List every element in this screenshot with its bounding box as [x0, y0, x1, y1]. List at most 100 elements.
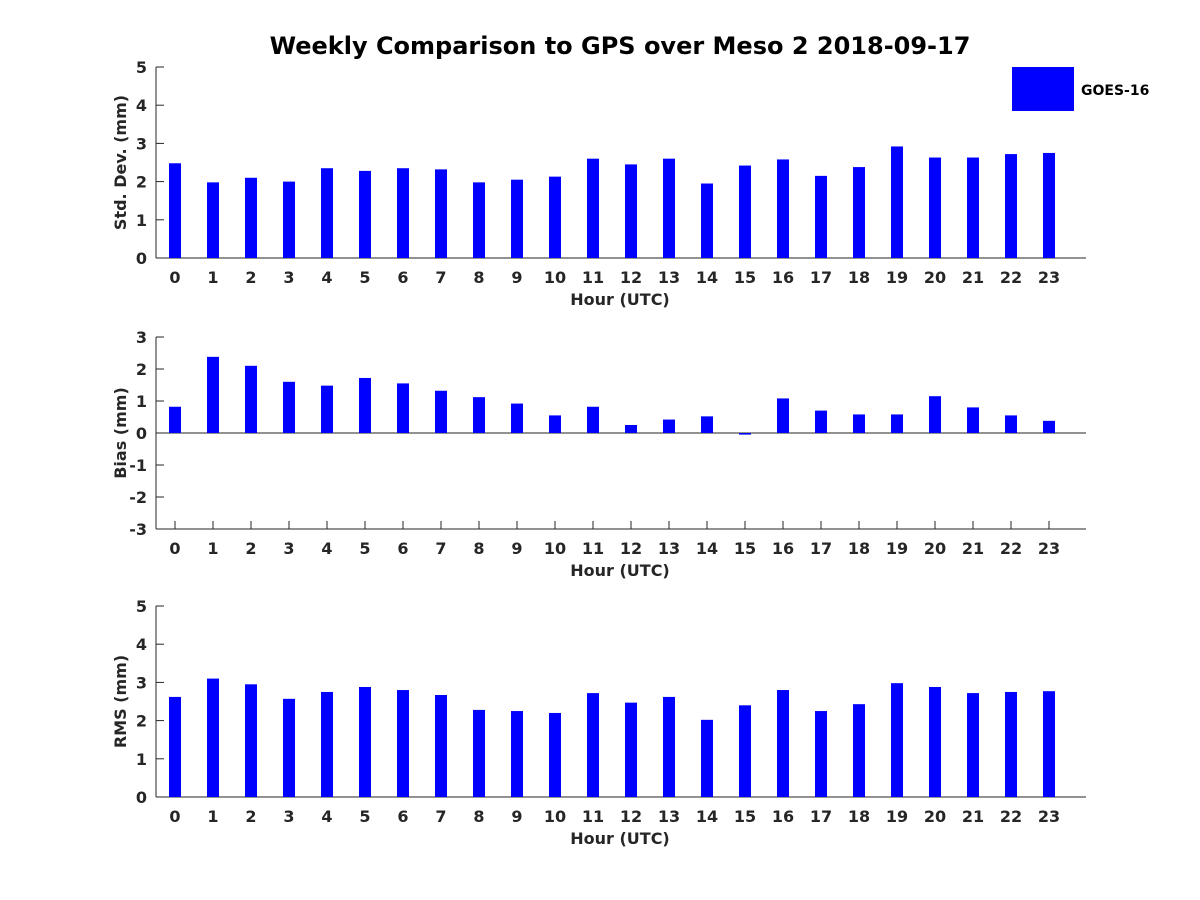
- bias-bar-17: [815, 410, 827, 433]
- std-dev-x-tick-label: 3: [283, 268, 294, 287]
- std-dev-y-tick-label: 2: [136, 173, 147, 192]
- legend-label: GOES-16: [1081, 83, 1149, 99]
- bias-x-tick-label: 21: [962, 539, 984, 558]
- std-dev-bar-19: [891, 146, 903, 258]
- bias-bar-22: [1005, 415, 1017, 433]
- rms-x-axis-label: Hour (UTC): [570, 829, 670, 848]
- bias-y-tick-label: -2: [129, 488, 147, 507]
- rms-y-tick-label: 3: [136, 673, 147, 692]
- bias-x-tick-label: 10: [544, 539, 566, 558]
- rms-bar-21: [967, 693, 979, 797]
- rms-bar-10: [549, 712, 561, 797]
- bias-x-tick-label: 7: [435, 539, 446, 558]
- std-dev-bar-22: [1005, 154, 1017, 258]
- std-dev-bar-12: [625, 164, 637, 258]
- bias-x-tick-label: 0: [169, 539, 180, 558]
- bias-x-tick-label: 22: [1000, 539, 1022, 558]
- std-dev-x-tick-label: 12: [620, 268, 642, 287]
- bias-x-tick-label: 15: [734, 539, 756, 558]
- std-dev-x-tick-label: 22: [1000, 268, 1022, 287]
- std-dev-x-tick-label: 6: [397, 268, 408, 287]
- rms-bar-17: [815, 711, 827, 797]
- std-dev-x-tick-label: 16: [772, 268, 794, 287]
- std-dev-x-tick-label: 14: [696, 268, 718, 287]
- bias-bar-5: [359, 377, 371, 433]
- rms-bar-0: [169, 696, 181, 797]
- rms-bar-8: [473, 709, 485, 797]
- std-dev-x-tick-label: 20: [924, 268, 946, 287]
- rms-x-tick-label: 18: [848, 807, 870, 826]
- bias-x-tick-label: 12: [620, 539, 642, 558]
- bias-bar-2: [245, 365, 257, 433]
- rms-bar-4: [321, 691, 333, 797]
- rms-x-tick-label: 15: [734, 807, 756, 826]
- rms-x-tick-label: 8: [473, 807, 484, 826]
- bias-x-tick-label: 23: [1038, 539, 1060, 558]
- std-dev-x-axis-label: Hour (UTC): [570, 290, 670, 309]
- std-dev-x-tick-label: 10: [544, 268, 566, 287]
- rms-bar-3: [283, 698, 295, 797]
- rms-bar-15: [739, 705, 751, 797]
- std-dev-bar-20: [929, 157, 941, 258]
- rms-x-tick-label: 11: [582, 807, 604, 826]
- rms-x-tick-label: 1: [207, 807, 218, 826]
- std-dev-bar-7: [435, 169, 447, 258]
- rms-y-tick-label: 1: [136, 750, 147, 769]
- rms-x-tick-label: 0: [169, 807, 180, 826]
- std-dev-bar-15: [739, 165, 751, 258]
- rms-bar-7: [435, 695, 447, 797]
- rms-y-tick-label: 4: [136, 635, 147, 654]
- std-dev-bar-18: [853, 167, 865, 258]
- rms-x-tick-label: 7: [435, 807, 446, 826]
- bias-y-tick-label: 0: [136, 424, 147, 443]
- bias-x-tick-label: 20: [924, 539, 946, 558]
- bias-bar-14: [701, 416, 713, 433]
- bias-x-tick-label: 8: [473, 539, 484, 558]
- rms-x-tick-label: 21: [962, 807, 984, 826]
- bias-x-tick-label: 4: [321, 539, 332, 558]
- bias-y-tick-label: 1: [136, 392, 147, 411]
- legend: GOES-16: [1012, 67, 1149, 111]
- bias-bar-12: [625, 425, 637, 433]
- std-dev-bar-6: [397, 168, 409, 258]
- rms-x-tick-label: 2: [245, 807, 256, 826]
- rms-x-tick-label: 9: [511, 807, 522, 826]
- std-dev-x-tick-label: 9: [511, 268, 522, 287]
- bias-y-tick-label: -1: [129, 456, 147, 475]
- bias-bar-13: [663, 419, 675, 433]
- std-dev-x-tick-label: 1: [207, 268, 218, 287]
- rms-bar-13: [663, 696, 675, 797]
- bias-y-tick-label: -3: [129, 520, 147, 539]
- rms-x-tick-label: 23: [1038, 807, 1060, 826]
- bias-bar-6: [397, 383, 409, 433]
- rms-bar-1: [207, 678, 219, 797]
- bias-x-tick-label: 19: [886, 539, 908, 558]
- std-dev-x-tick-label: 23: [1038, 268, 1060, 287]
- bias-x-tick-label: 2: [245, 539, 256, 558]
- bias-bar-18: [853, 414, 865, 433]
- bias-bar-11: [587, 406, 599, 433]
- rms-bar-23: [1043, 691, 1055, 797]
- bias-x-tick-label: 13: [658, 539, 680, 558]
- bias-y-tick-label: 2: [136, 360, 147, 379]
- rms-x-tick-label: 22: [1000, 807, 1022, 826]
- std-dev-y-tick-label: 5: [136, 58, 147, 77]
- rms-bar-16: [777, 690, 789, 797]
- std-dev-y-tick-label: 4: [136, 96, 147, 115]
- rms-y-tick-label: 0: [136, 788, 147, 807]
- std-dev-x-tick-label: 5: [359, 268, 370, 287]
- bias-x-tick-label: 6: [397, 539, 408, 558]
- rms-x-tick-label: 13: [658, 807, 680, 826]
- rms-x-tick-label: 19: [886, 807, 908, 826]
- bias-bar-21: [967, 407, 979, 433]
- rms-x-tick-label: 4: [321, 807, 332, 826]
- bias-x-tick-label: 16: [772, 539, 794, 558]
- rms-x-tick-label: 5: [359, 807, 370, 826]
- bias-bar-0: [169, 406, 181, 433]
- bias-bar-19: [891, 414, 903, 433]
- rms-x-tick-label: 20: [924, 807, 946, 826]
- rms-bar-18: [853, 704, 865, 797]
